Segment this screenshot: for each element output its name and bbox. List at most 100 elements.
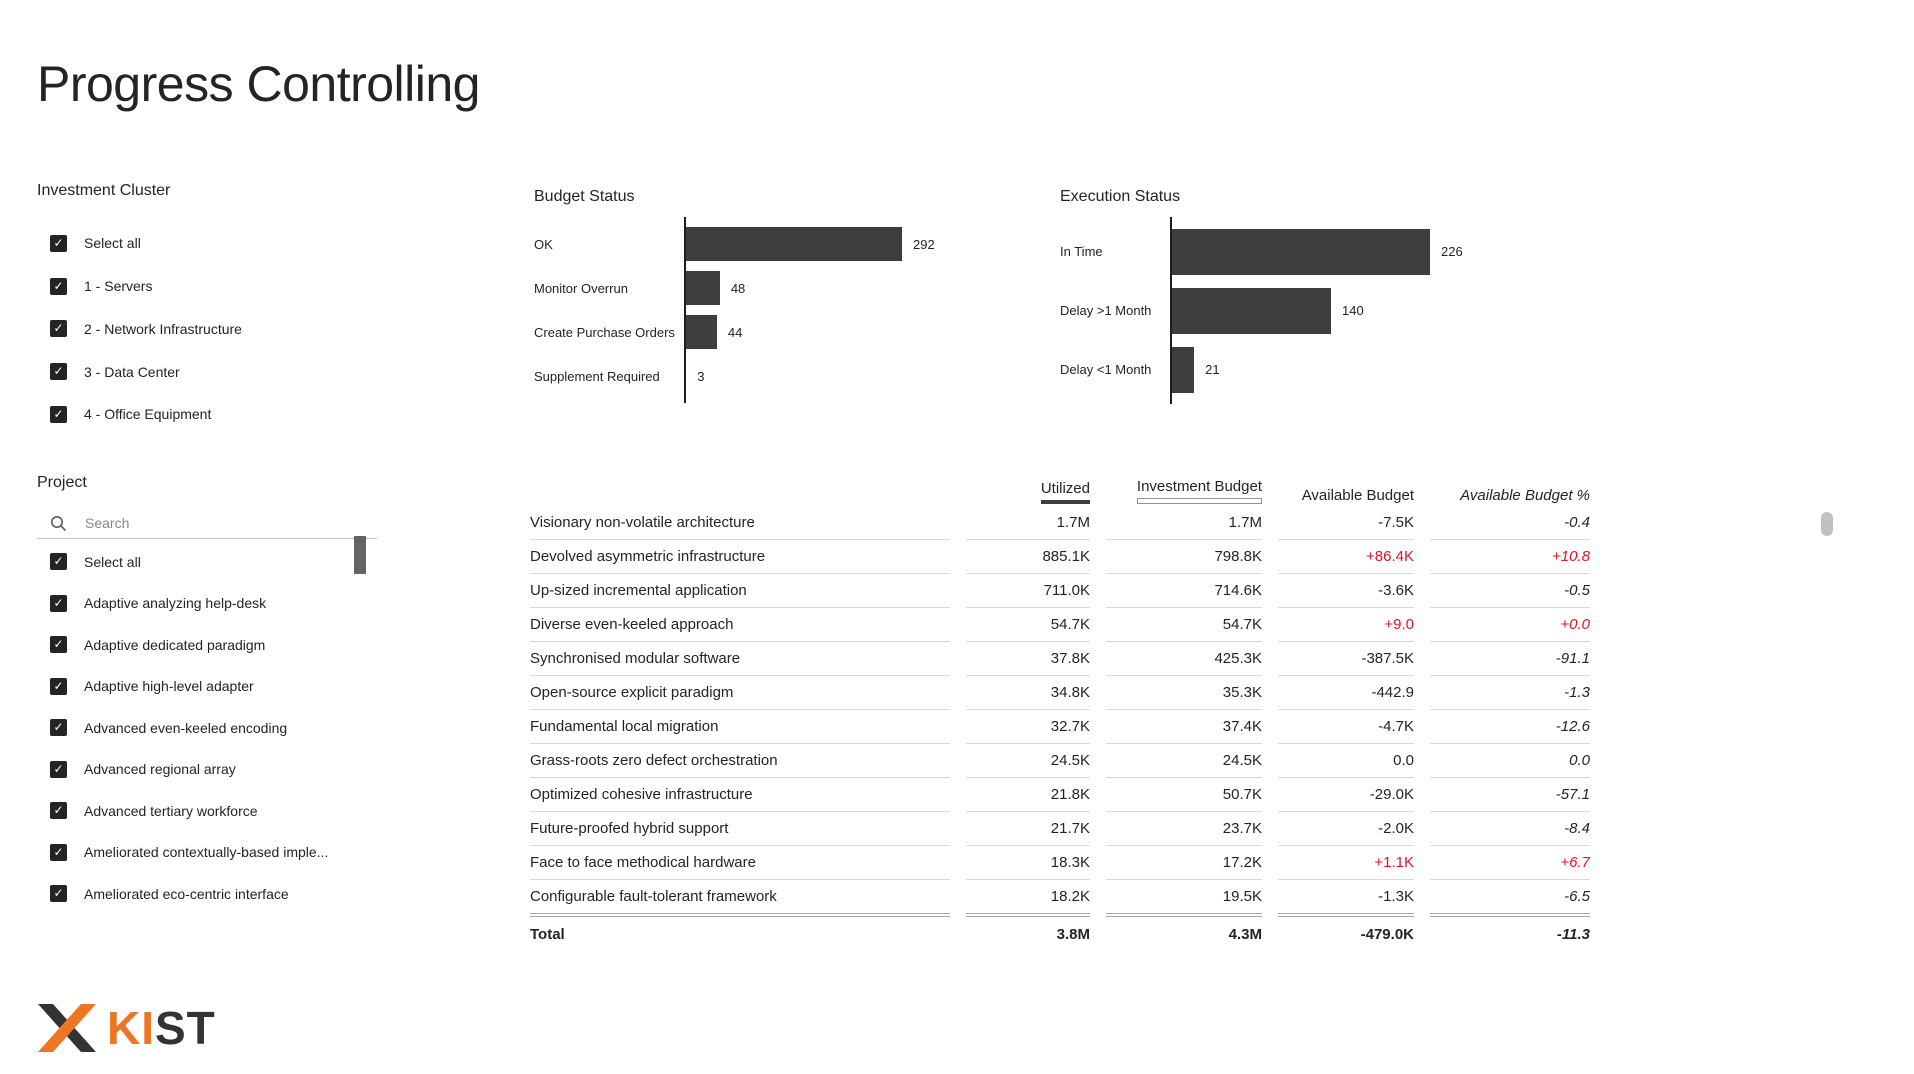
cell-available_budget_pct: -0.4 [1430,506,1590,540]
checkbox[interactable]: ✓ [50,802,67,820]
kist-logo-text: KIST [107,1000,216,1056]
table-row-visionary-non-volatile-architecture[interactable]: Visionary non-volatile architecture 1.7M 1… [530,506,1590,540]
row-label: Total [530,913,950,951]
project-search[interactable] [37,508,377,539]
bar-row-ok: OK 292 [534,222,1054,266]
checkbox-item-adaptive-high-level-adapter[interactable]: ✓ Adaptive high-level adapter [37,666,377,708]
bar-value-label: 44 [727,324,743,340]
checkbox[interactable]: ✓ [50,405,67,423]
table-row-grass-roots-zero-defect-orchestration[interactable]: Grass-roots zero defect orchestration 24.… [530,744,1590,778]
checkbox-label: 4 - Office Equipment [84,406,212,423]
checkbox-item-advanced-regional-array[interactable]: ✓ Advanced regional array [37,749,377,791]
row-label: Devolved asymmetric infrastructure [530,540,950,574]
column-header-project[interactable] [530,478,950,506]
checkbox-item-1-servers[interactable]: ✓ 1 - Servers [37,265,377,308]
column-header-available-budget[interactable]: Available Budget [1301,487,1414,504]
sort-indicator-bar [1136,498,1262,504]
bar-value-label: 48 [730,280,746,296]
table-row-diverse-even-keeled-approach[interactable]: Diverse even-keeled approach 54.7K 54.7K +9… [530,608,1590,642]
checkbox-label: Adaptive dedicated paradigm [84,636,266,653]
project-search-input[interactable] [83,514,327,532]
project-list-scrollbar[interactable] [354,536,366,574]
bar-row-monitor-overrun: Monitor Overrun 48 [534,266,1054,310]
checkbox[interactable]: ✓ [50,677,67,695]
cell-investment_budget: 4.3M [1106,913,1262,951]
table-row-synchronised-modular-software[interactable]: Synchronised modular software 37.8K 425.3K… [530,642,1590,676]
row-label: Synchronised modular software [530,642,950,676]
checkbox-item-select-all[interactable]: ✓ Select all [37,222,377,265]
table-row-face-to-face-methodical-hardware[interactable]: Face to face methodical hardware 18.3K 17.… [530,846,1590,880]
checkbox[interactable]: ✓ [50,320,67,338]
checkbox[interactable]: ✓ [50,363,67,381]
cell-utilized: 32.7K [966,710,1090,744]
cell-utilized: 37.8K [966,642,1090,676]
checkbox[interactable]: ✓ [50,843,67,861]
table-row-configurable-fault-tolerant-framework[interactable]: Configurable fault-tolerant framework 18.… [530,880,1590,913]
bar-ok[interactable] [684,227,902,261]
project-list: ✓ Select all ✓ Adaptive analyzing help-desk… [37,541,377,915]
table-row-devolved-asymmetric-infrastructure[interactable]: Devolved asymmetric infrastructure 885.1K… [530,540,1590,574]
checkbox-item-adaptive-dedicated-paradigm[interactable]: ✓ Adaptive dedicated paradigm [37,624,377,666]
chart-axis-line [1170,217,1172,404]
column-header-investment-budget[interactable]: Investment Budget [1106,478,1262,506]
cell-utilized: 24.5K [966,744,1090,778]
cell-available_budget: +9.0 [1278,608,1414,642]
checkbox[interactable]: ✓ [50,234,67,252]
cell-investment_budget: 714.6K [1106,574,1262,608]
cell-investment_budget: 17.2K [1106,846,1262,880]
checkbox[interactable]: ✓ [50,719,67,737]
cell-available_budget: -479.0K [1278,913,1414,951]
checkbox-item-3-data-center[interactable]: ✓ 3 - Data Center [37,350,377,393]
checkbox-item-adaptive-analyzing-help-desk[interactable]: ✓ Adaptive analyzing help-desk [37,583,377,625]
execution-status-title: Execution Status [1060,188,1181,205]
checkbox[interactable]: ✓ [50,636,67,654]
checkbox-label: 2 - Network Infrastructure [84,320,242,337]
cell-available_budget_pct: +10.8 [1430,540,1590,574]
checkbox-item-advanced-tertiary-workforce[interactable]: ✓ Advanced tertiary workforce [37,790,377,832]
checkbox[interactable]: ✓ [50,277,67,295]
page-scrollbar[interactable] [1821,512,1833,536]
cell-utilized: 21.7K [966,812,1090,846]
table-row-optimized-cohesive-infrastructure[interactable]: Optimized cohesive infrastructure 21.8K 50… [530,778,1590,812]
checkbox-item-advanced-even-keeled-encoding[interactable]: ✓ Advanced even-keeled encoding [37,707,377,749]
checkbox-label: 3 - Data Center [84,363,180,380]
checkbox-label: Advanced tertiary workforce [84,802,258,819]
checkbox-label: Ameliorated contextually-based imple... [84,844,329,861]
bar-row-create-purchase-orders: Create Purchase Orders 44 [534,310,1054,354]
table-total-row[interactable]: Total 3.8M 4.3M -479.0K -11.3 [530,913,1590,951]
kist-logo-mark [38,1004,96,1052]
column-header-available-budget[interactable]: Available Budget % [1460,487,1590,504]
bar-in-time[interactable] [1170,228,1430,275]
checkbox[interactable]: ✓ [50,553,67,571]
cell-available_budget_pct: -91.1 [1430,642,1590,676]
logo-text-secondary: ST [155,1002,216,1054]
row-label: Open-source explicit paradigm [530,676,950,710]
bar-delay-1-month[interactable] [1170,346,1195,393]
cell-available_budget: -29.0K [1278,778,1414,812]
bar-category-label: OK [534,236,553,252]
table-row-up-sized-incremental-application[interactable]: Up-sized incremental application 711.0K 71… [530,574,1590,608]
bar-value-label: 292 [913,236,935,252]
bar-delay-1-month[interactable] [1170,287,1332,334]
table-row-fundamental-local-migration[interactable]: Fundamental local migration 32.7K 37.4K -4.… [530,710,1590,744]
table-row-future-proofed-hybrid-support[interactable]: Future-proofed hybrid support 21.7K 23.7K -… [530,812,1590,846]
row-label: Visionary non-volatile architecture [530,506,950,540]
checkbox[interactable]: ✓ [50,885,67,903]
cell-investment_budget: 35.3K [1106,676,1262,710]
table-row-open-source-explicit-paradigm[interactable]: Open-source explicit paradigm 34.8K 35.3K -… [530,676,1590,710]
checkbox[interactable]: ✓ [50,594,67,612]
checkbox-item-ameliorated-eco-centric-interface[interactable]: ✓ Ameliorated eco-centric interface [37,873,377,915]
bar-create-purchase-orders[interactable] [684,315,717,349]
checkbox-item-2-network-infrastructure[interactable]: ✓ 2 - Network Infrastructure [37,308,377,351]
checkbox[interactable]: ✓ [50,760,67,778]
row-label: Face to face methodical hardware [530,846,950,880]
column-header-utilized[interactable]: Utilized [966,478,1090,506]
cell-investment_budget: 54.7K [1106,608,1262,642]
checkbox-item-select-all[interactable]: ✓ Select all [37,541,377,583]
checkbox-item-ameliorated-contextually-based-imple[interactable]: ✓ Ameliorated contextually-based imple... [37,832,377,874]
checkbox-item-4-office-equipment[interactable]: ✓ 4 - Office Equipment [37,393,377,436]
cell-available_budget: +86.4K [1278,540,1414,574]
bar-category-label: In Time [1060,244,1103,259]
bar-monitor-overrun[interactable] [684,271,720,305]
